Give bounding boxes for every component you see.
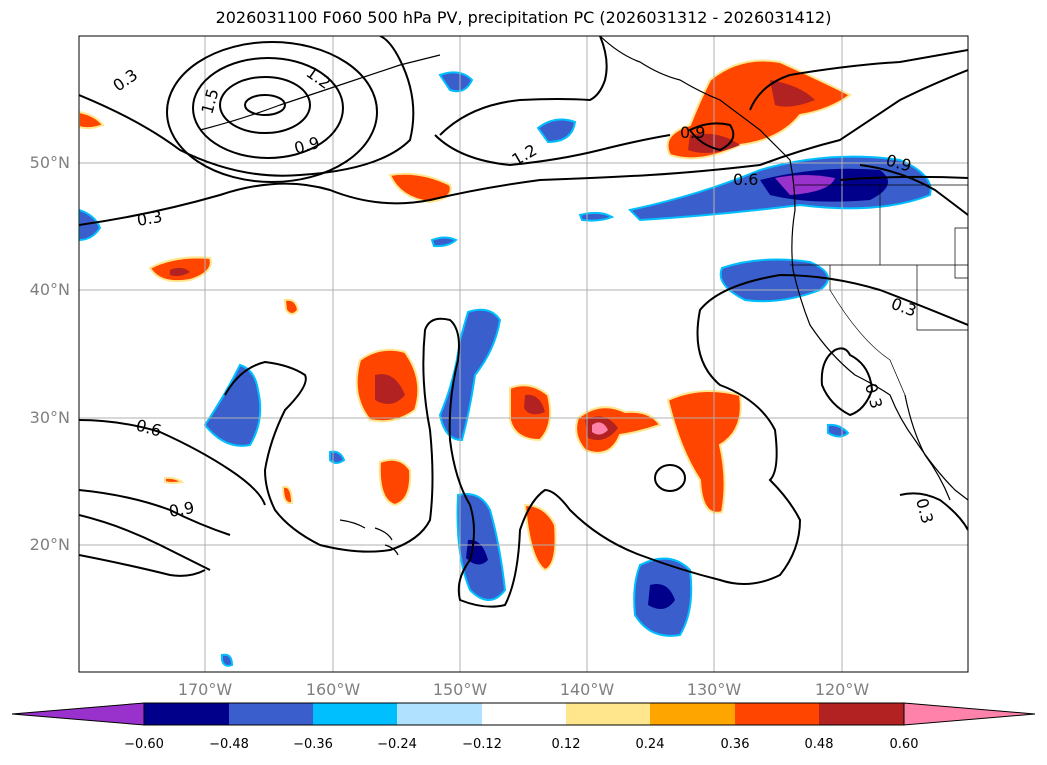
contour-west-4 xyxy=(79,554,206,577)
lon-label-130w: 130°W xyxy=(686,680,742,699)
precip-blob-central-8 xyxy=(164,476,185,484)
precip-blob-pos-3-core xyxy=(170,267,190,276)
lon-label-160w: 160°W xyxy=(305,680,361,699)
coast-aleutians xyxy=(199,54,441,131)
precip-blob-central-7 xyxy=(281,485,294,505)
colorbar-segment xyxy=(229,703,313,725)
colorbar-segment xyxy=(735,703,819,725)
precip-blob-alaska xyxy=(666,59,852,160)
colorbar-segment xyxy=(144,703,229,725)
lon-label-150w: 150°W xyxy=(432,680,488,699)
lon-label-120w: 120°W xyxy=(814,680,870,699)
precip-blob-neg-west xyxy=(203,363,262,447)
contour-low-4 xyxy=(166,41,378,183)
colorbar-extend-right xyxy=(903,702,1036,726)
contour-ne-4 xyxy=(839,175,968,181)
contour-label: 0.3 xyxy=(135,207,163,230)
colorbar-tick: 0.60 xyxy=(889,737,919,752)
colorbar-frame xyxy=(143,702,905,726)
precip-blob-central-4-pink xyxy=(592,422,608,435)
border-states-2 xyxy=(954,227,968,279)
precip-blob-small-4 xyxy=(79,208,102,242)
colorbar-extend-left xyxy=(11,702,145,726)
colorbar-segment xyxy=(313,703,397,725)
coast-alaska xyxy=(599,36,968,501)
contour-east-loop2 xyxy=(899,492,968,531)
precip-blob-pos-2 xyxy=(79,110,105,130)
colorbar-tick: −0.24 xyxy=(377,737,417,752)
map-title: 2026031100 F060 500 hPa PV, precipitatio… xyxy=(215,8,832,27)
contour-upper-1 xyxy=(79,36,415,177)
precip-blob-central-5 xyxy=(666,390,742,514)
contour-west-2 xyxy=(79,489,231,536)
precip-blob-central-1-core xyxy=(375,374,405,404)
colorbar-segment xyxy=(566,703,650,725)
contour-label: 0.9 xyxy=(167,498,195,521)
lat-label-20: 20°N xyxy=(29,535,70,554)
colorbar-segment xyxy=(819,703,904,725)
precip-blob-neg-tiny2 xyxy=(221,653,234,667)
contour-upper-2 xyxy=(439,36,608,136)
colorbar-tick: −0.36 xyxy=(293,737,333,752)
borders xyxy=(790,184,968,396)
colorbar-tick: −0.60 xyxy=(124,737,164,752)
contour-ne-2 xyxy=(688,122,735,152)
border-states-1 xyxy=(790,185,968,396)
precip-blob-central-3-core xyxy=(524,394,545,415)
colorbar-tick: 0.12 xyxy=(551,737,581,752)
colorbar-tick: −0.12 xyxy=(462,737,502,752)
contour-east-loop xyxy=(820,347,874,417)
lon-label-140w: 140°W xyxy=(559,680,615,699)
colorbar-tick: 0.36 xyxy=(720,737,750,752)
precip-blob-alaska-core xyxy=(770,80,815,107)
contour-west-1 xyxy=(79,419,266,506)
contour-low-3 xyxy=(192,57,344,159)
precip-blob-small-1 xyxy=(438,71,474,93)
precip-blob-neg-strip xyxy=(438,308,502,442)
precip-blob-small-2 xyxy=(536,118,577,144)
colorbar-segment xyxy=(482,703,566,725)
contour-trough xyxy=(224,273,968,608)
contour-ne-3 xyxy=(859,164,968,216)
colorbar-segment xyxy=(650,703,735,725)
colorbar-tick: 0.48 xyxy=(804,737,834,752)
precip-blob-small-3 xyxy=(578,211,615,222)
colorbar-tick: −0.48 xyxy=(209,737,249,752)
contour-west-3 xyxy=(79,514,211,571)
contour-low-2 xyxy=(219,76,311,134)
precip-blob-central-6 xyxy=(523,503,557,572)
precip-blob-neg-hawaii-core xyxy=(466,539,488,565)
precip-blob-neg-south-core xyxy=(648,584,675,609)
contour-small-loop xyxy=(654,464,686,492)
lat-label-40: 40°N xyxy=(29,280,70,299)
lon-label-170w: 170°W xyxy=(177,680,233,699)
precip-blob-central-2 xyxy=(378,458,412,507)
contour-label: 0.9 xyxy=(680,123,705,142)
contour-ne-1 xyxy=(749,49,968,111)
colorbar-segment xyxy=(397,703,482,725)
precip-blob-small-5 xyxy=(430,236,458,248)
precip-blob-pos-4 xyxy=(283,298,300,315)
plot-area xyxy=(79,36,968,672)
colorbar xyxy=(11,702,1036,726)
lat-label-50: 50°N xyxy=(29,153,70,172)
contour-low-1 xyxy=(244,94,286,116)
coast-baja xyxy=(904,394,951,501)
contour-upper-4 xyxy=(79,69,968,226)
precip-blob-small-6 xyxy=(827,423,850,438)
contour-label: 0.6 xyxy=(733,170,758,189)
lat-label-30: 30°N xyxy=(29,408,70,427)
gridlines xyxy=(79,36,968,672)
pv-contours xyxy=(79,36,968,608)
plot-frame xyxy=(78,35,969,673)
colorbar-tick: 0.24 xyxy=(635,737,665,752)
contour-upper-3 xyxy=(434,134,671,167)
coastlines xyxy=(199,36,968,556)
